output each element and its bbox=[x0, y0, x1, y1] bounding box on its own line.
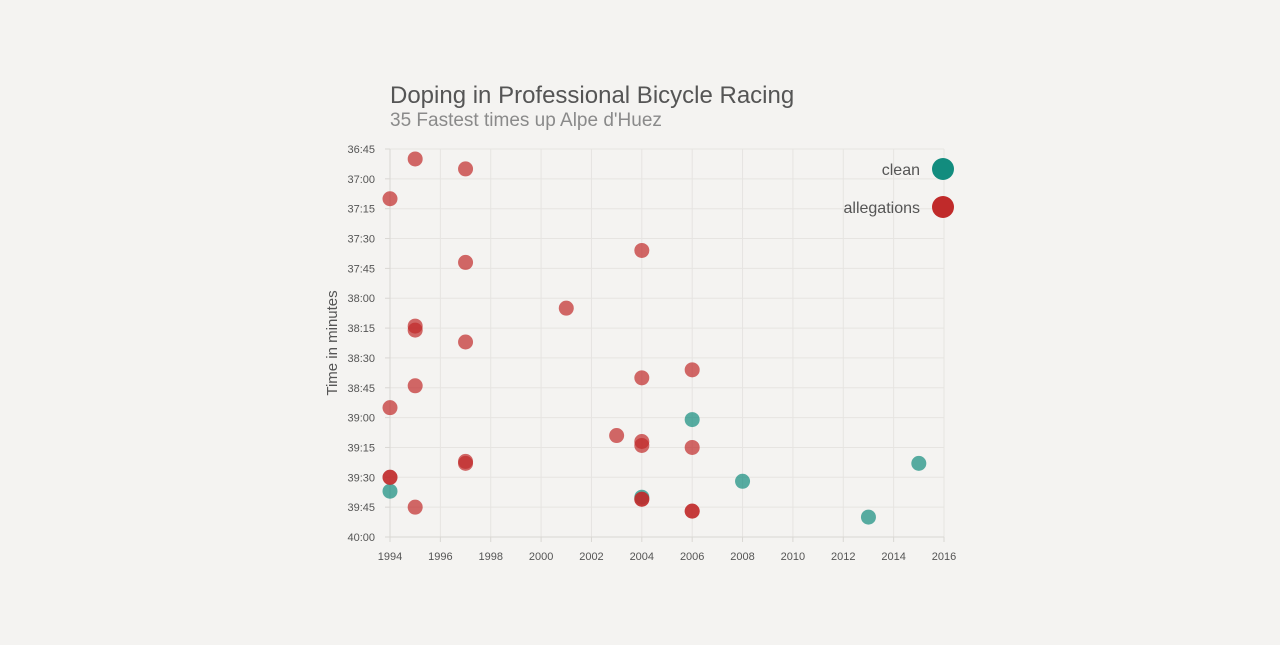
x-tick-label: 1996 bbox=[428, 551, 452, 563]
chart-title: Doping in Professional Bicycle Racing bbox=[390, 82, 794, 109]
y-tick-label: 39:00 bbox=[347, 413, 375, 425]
data-point-allegations bbox=[634, 242, 650, 258]
data-point-allegations bbox=[407, 322, 423, 338]
data-point-allegations bbox=[458, 254, 474, 270]
data-point-allegations bbox=[634, 491, 650, 507]
data-point-clean bbox=[911, 455, 927, 471]
data-point-allegations bbox=[382, 191, 398, 207]
data-point-allegations bbox=[634, 370, 650, 386]
legend: clean allegations bbox=[844, 158, 954, 218]
y-tick-label: 37:15 bbox=[347, 204, 375, 216]
data-point-allegations bbox=[634, 437, 650, 453]
y-tick-label: 38:45 bbox=[347, 383, 375, 395]
data-point-allegations bbox=[407, 151, 423, 167]
y-tick-label: 37:30 bbox=[347, 234, 375, 246]
data-point-allegations bbox=[684, 362, 700, 378]
data-point-clean bbox=[735, 473, 751, 489]
data-point-allegations bbox=[407, 499, 423, 515]
y-tick-label: 38:00 bbox=[347, 293, 375, 305]
data-point-clean bbox=[860, 509, 876, 525]
y-axis-label: Time in minutes bbox=[324, 290, 341, 395]
data-point-clean bbox=[684, 412, 700, 428]
data-point-allegations bbox=[684, 439, 700, 455]
x-tick-label: 2012 bbox=[831, 551, 855, 563]
data-point-allegations bbox=[558, 300, 574, 316]
y-tick-label: 39:15 bbox=[347, 442, 375, 454]
y-tick-label: 40:00 bbox=[347, 532, 375, 544]
legend-label-clean: clean bbox=[882, 162, 920, 179]
x-tick-label: 2010 bbox=[781, 551, 805, 563]
x-tick-label: 2006 bbox=[680, 551, 704, 563]
y-tick-label: 39:30 bbox=[347, 472, 375, 484]
x-tick-label: 2016 bbox=[932, 551, 956, 563]
data-point-allegations bbox=[382, 400, 398, 416]
x-tick-label: 2014 bbox=[881, 551, 905, 563]
y-tick-label: 36:45 bbox=[347, 144, 375, 156]
y-tick-label: 37:00 bbox=[347, 174, 375, 186]
chart-subtitle: 35 Fastest times up Alpe d'Huez bbox=[390, 110, 662, 131]
x-tick-label: 2000 bbox=[529, 551, 553, 563]
legend-swatch-clean bbox=[932, 158, 954, 180]
data-points bbox=[382, 151, 927, 525]
x-tick-label: 1998 bbox=[478, 551, 502, 563]
x-tick-label: 1994 bbox=[378, 551, 402, 563]
y-tick-label: 39:45 bbox=[347, 502, 375, 514]
data-point-clean bbox=[382, 483, 398, 499]
data-point-allegations bbox=[458, 455, 474, 471]
legend-label-allegations: allegations bbox=[844, 200, 921, 217]
data-point-allegations bbox=[684, 503, 700, 519]
data-point-allegations bbox=[609, 428, 625, 444]
x-tick-label: 2008 bbox=[730, 551, 754, 563]
y-tick-label: 38:30 bbox=[347, 353, 375, 365]
data-point-allegations bbox=[458, 334, 474, 350]
x-tick-label: 2004 bbox=[630, 551, 654, 563]
data-point-allegations bbox=[458, 161, 474, 177]
data-point-allegations bbox=[382, 469, 398, 485]
legend-swatch-allegations bbox=[932, 196, 954, 218]
y-tick-label: 37:45 bbox=[347, 263, 375, 275]
x-tick-label: 2002 bbox=[579, 551, 603, 563]
data-point-allegations bbox=[407, 378, 423, 394]
y-tick-label: 38:15 bbox=[347, 323, 375, 335]
